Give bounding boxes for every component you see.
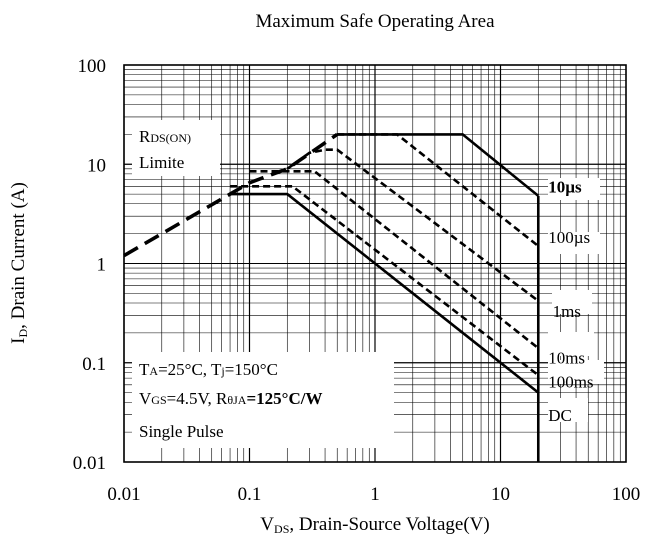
curve-label-bg (548, 360, 604, 384)
series-layer (123, 132, 540, 462)
conditions-line-1: TA=25°C, Tj=150°C (139, 360, 278, 379)
condition-text: =25°C, T (158, 360, 222, 379)
x-tick-label: 0.1 (238, 484, 262, 505)
y-axis-label-sub: D (16, 329, 30, 338)
condition-text: =4.5V, R (167, 389, 228, 408)
y-axis-label-main: I (8, 338, 29, 344)
condition-text: V (139, 389, 152, 408)
curve-label: 10µs (548, 177, 582, 196)
rds-limit-label-line2: Limite (139, 153, 184, 172)
y-tick-label: 100 (78, 56, 107, 77)
condition-subscript: GS (151, 393, 166, 407)
curve-label-bg (548, 178, 600, 200)
rds-limit-label: RDS(ON) (139, 127, 191, 146)
x-axis-label-rest: , Drain-Source Voltage(V) (289, 514, 489, 535)
plot-frame (123, 64, 627, 463)
y-axis-label-rest: , Drain Current (A) (8, 182, 29, 329)
curve-label: 100ms (548, 373, 593, 392)
series-line-10ms (249, 170, 540, 350)
rds-limit-line (123, 132, 339, 258)
conditions-line-3: Single Pulse (139, 422, 224, 441)
curve-label: 1ms (553, 302, 581, 321)
conditions-line-2: VGS=4.5V, RθJA=125°C/W (139, 389, 322, 408)
y-tick-label: 0.01 (73, 453, 106, 474)
condition-subscript: θJA (227, 393, 246, 407)
condition-text: =125°C/W (246, 389, 322, 408)
y-axis-label: ID, Drain Current (A) (8, 182, 30, 344)
x-axis-label-sub: DS (274, 522, 289, 536)
x-tick-label: 1 (370, 484, 380, 505)
y-tick-label: 0.1 (82, 354, 106, 375)
series-line-DC (230, 192, 540, 394)
curve-label-bg (548, 232, 600, 254)
series-line-100µs (337, 133, 540, 248)
conditions-bg (132, 352, 394, 448)
rds-label-main: R (139, 127, 151, 146)
series-line-10µs (337, 133, 540, 197)
y-tick-label: 1 (97, 255, 107, 276)
chart-title: Maximum Safe Operating Area (255, 11, 495, 32)
x-tick-label: 10 (491, 484, 510, 505)
curve-label: 100µs (548, 228, 590, 247)
curve-label-bg (552, 290, 592, 314)
condition-text: T (139, 360, 150, 379)
rds-label-bg (132, 120, 220, 176)
x-tick-label: 100 (612, 484, 641, 505)
y-tick-labels: 0.01 0.1 1 10 100 (73, 56, 106, 474)
curve-label: DC (548, 406, 572, 425)
curve-labels: 10µs 100µs 1ms 10ms 100ms DC (548, 177, 593, 424)
curve-label-bg (548, 332, 594, 356)
x-axis-label: VDS, Drain-Source Voltage(V) (260, 514, 489, 536)
y-tick-label: 10 (87, 155, 106, 176)
curve-label: 10ms (548, 349, 585, 368)
annotation-backgrounds (132, 120, 604, 448)
condition-text: =150°C (225, 360, 278, 379)
condition-subscript: j (220, 364, 224, 378)
rds-label-sub: DS(ON) (150, 131, 191, 145)
curve-label-bg (548, 398, 588, 422)
series-line-100ms (230, 185, 540, 377)
x-axis-label-main: V (260, 514, 274, 535)
condition-subscript: A (149, 364, 158, 378)
x-tick-label: 0.01 (107, 484, 140, 505)
x-tick-labels: 0.01 0.1 1 10 100 (107, 484, 640, 505)
